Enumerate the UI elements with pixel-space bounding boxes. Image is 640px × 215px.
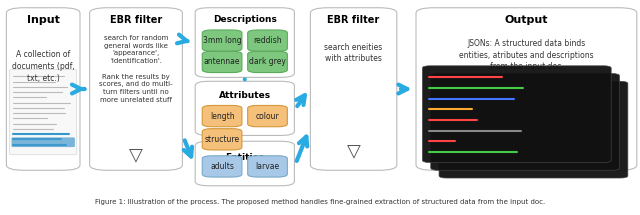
Text: 3mm long: 3mm long [203, 36, 241, 45]
Text: antennae: antennae [204, 57, 241, 66]
FancyBboxPatch shape [202, 30, 242, 51]
Text: colour: colour [255, 112, 280, 121]
Text: search eneities
with attributes: search eneities with attributes [324, 43, 383, 63]
Text: EBR filter: EBR filter [110, 15, 162, 26]
FancyBboxPatch shape [439, 81, 628, 178]
Text: ▽: ▽ [347, 142, 360, 160]
Text: search for random
general words like
'appearance',
'identification'.

Rank the r: search for random general words like 'ap… [99, 35, 173, 103]
FancyBboxPatch shape [195, 81, 294, 135]
Text: Figure 1: Illustration of the process. The proposed method handles fine-grained : Figure 1: Illustration of the process. T… [95, 199, 545, 205]
FancyBboxPatch shape [416, 8, 637, 170]
Text: A collection of
documents (pdf,
txt, etc.): A collection of documents (pdf, txt, etc… [12, 50, 75, 83]
Text: Input: Input [27, 15, 60, 26]
Text: Entities: Entities [225, 153, 264, 162]
Text: ▽: ▽ [129, 146, 143, 164]
Text: Descriptions: Descriptions [213, 15, 276, 25]
Text: JSONs: A structured data binds
entities, atributes and descriptions
from the inp: JSONs: A structured data binds entities,… [459, 39, 594, 71]
FancyBboxPatch shape [6, 8, 80, 170]
FancyBboxPatch shape [195, 8, 294, 77]
FancyBboxPatch shape [90, 8, 182, 170]
FancyBboxPatch shape [422, 66, 611, 163]
FancyBboxPatch shape [202, 51, 242, 73]
FancyBboxPatch shape [248, 156, 287, 177]
Text: length: length [210, 112, 234, 121]
FancyBboxPatch shape [310, 8, 397, 170]
Text: Attributes: Attributes [219, 91, 271, 100]
FancyBboxPatch shape [248, 105, 287, 127]
FancyBboxPatch shape [12, 137, 75, 147]
Text: structure: structure [205, 135, 239, 144]
FancyBboxPatch shape [202, 129, 242, 150]
Text: larvae: larvae [255, 162, 280, 171]
FancyBboxPatch shape [202, 105, 242, 127]
FancyBboxPatch shape [10, 70, 77, 155]
Text: Output: Output [505, 15, 548, 26]
FancyBboxPatch shape [248, 51, 287, 73]
Text: EBR filter: EBR filter [328, 15, 380, 26]
Text: adults: adults [210, 162, 234, 171]
FancyBboxPatch shape [202, 156, 242, 177]
Text: reddish: reddish [253, 36, 282, 45]
FancyBboxPatch shape [431, 74, 620, 170]
FancyBboxPatch shape [195, 141, 294, 186]
FancyBboxPatch shape [248, 30, 287, 51]
Text: dark grey: dark grey [249, 57, 286, 66]
